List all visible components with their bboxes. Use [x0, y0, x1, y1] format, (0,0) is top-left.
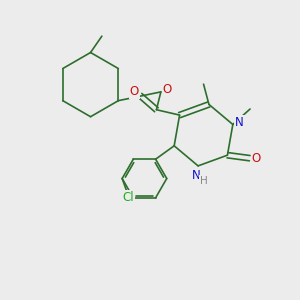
Text: O: O	[252, 152, 261, 165]
Text: O: O	[130, 85, 139, 98]
Text: Cl: Cl	[122, 191, 134, 204]
Text: N: N	[235, 116, 244, 129]
Text: N: N	[192, 169, 201, 182]
Text: O: O	[163, 83, 172, 96]
Text: H: H	[200, 176, 207, 186]
